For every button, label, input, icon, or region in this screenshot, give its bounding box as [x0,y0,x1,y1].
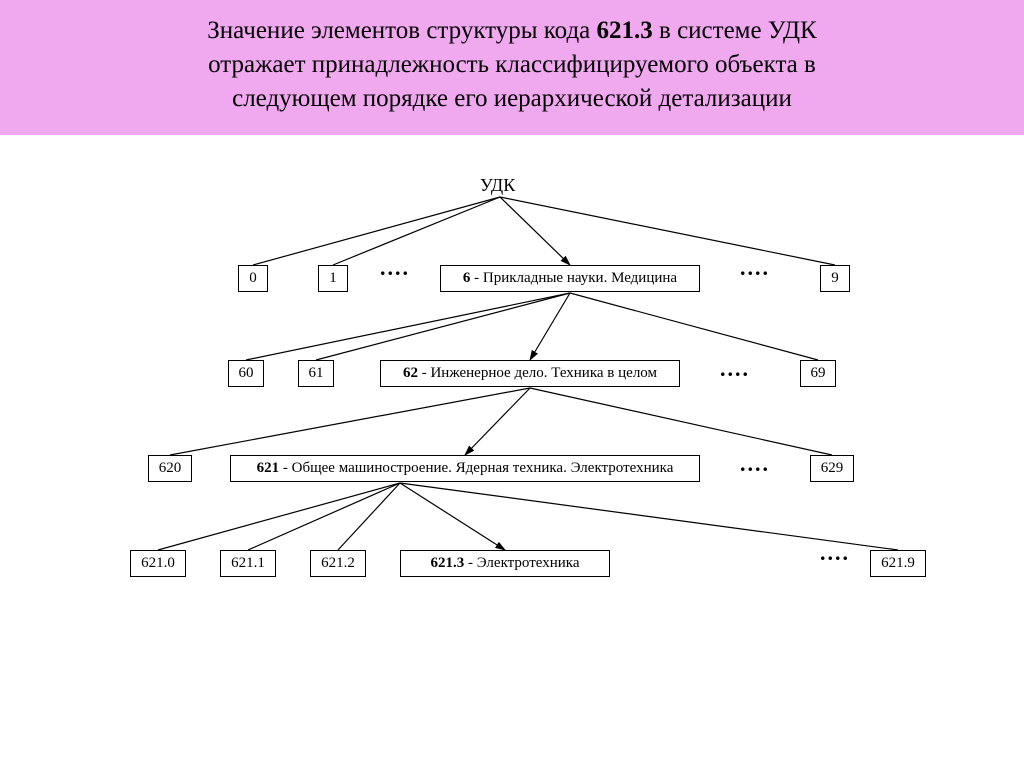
ellipsis: .... [380,255,410,281]
ellipsis: .... [740,451,770,477]
tree-node-n6211: 621.1 [220,550,276,577]
tree-node-n629: 629 [810,455,854,482]
header-line-2: отражает принадлежность классифицируемог… [40,48,984,82]
ellipsis: .... [740,255,770,281]
tree-diagram: УДК 0 1.... 6 - Прикладные науки. Медицина.… [0,135,1024,735]
header-code: 621.3 [597,17,653,44]
header-text-1a: Значение элементов структуры кода [207,17,596,44]
tree-root: УДК [480,175,515,196]
node-code: 62 [403,365,418,381]
tree-node-n6212: 621.2 [310,550,366,577]
tree-node-n61: 61 [298,360,334,387]
ellipsis: .... [820,540,850,566]
tree-node-n0: 0 [238,265,268,292]
tree-edges [0,135,1024,735]
tree-node-n60: 60 [228,360,264,387]
header-line-3: следующем порядке его иерархической дета… [40,82,984,116]
node-code: 621 [257,460,280,476]
header-line-1: Значение элементов структуры кода 621.3 … [40,14,984,48]
node-desc: - Инженерное дело. Техника в целом [418,365,657,381]
tree-node-n9: 9 [820,265,850,292]
tree-node-n6210: 621.0 [130,550,186,577]
node-desc: - Прикладные науки. Медицина [470,270,677,286]
tree-node-n69: 69 [800,360,836,387]
header-text-1c: в системе УДК [653,17,817,44]
node-code: 621.3 [430,555,464,571]
header-banner: Значение элементов структуры кода 621.3 … [0,0,1024,135]
tree-node-n621: 621 - Общее машиностроение. Ядерная техн… [230,455,700,482]
tree-node-n62: 62 - Инженерное дело. Техника в целом [380,360,680,387]
tree-node-n6219: 621.9 [870,550,926,577]
tree-node-n6213: 621.3 - Электротехника [400,550,610,577]
tree-node-n1: 1 [318,265,348,292]
node-desc: - Электротехника [464,555,579,571]
ellipsis: .... [720,356,750,382]
node-desc: - Общее машиностроение. Ядерная техника.… [279,460,673,476]
tree-node-n6: 6 - Прикладные науки. Медицина [440,265,700,292]
tree-node-n620: 620 [148,455,192,482]
